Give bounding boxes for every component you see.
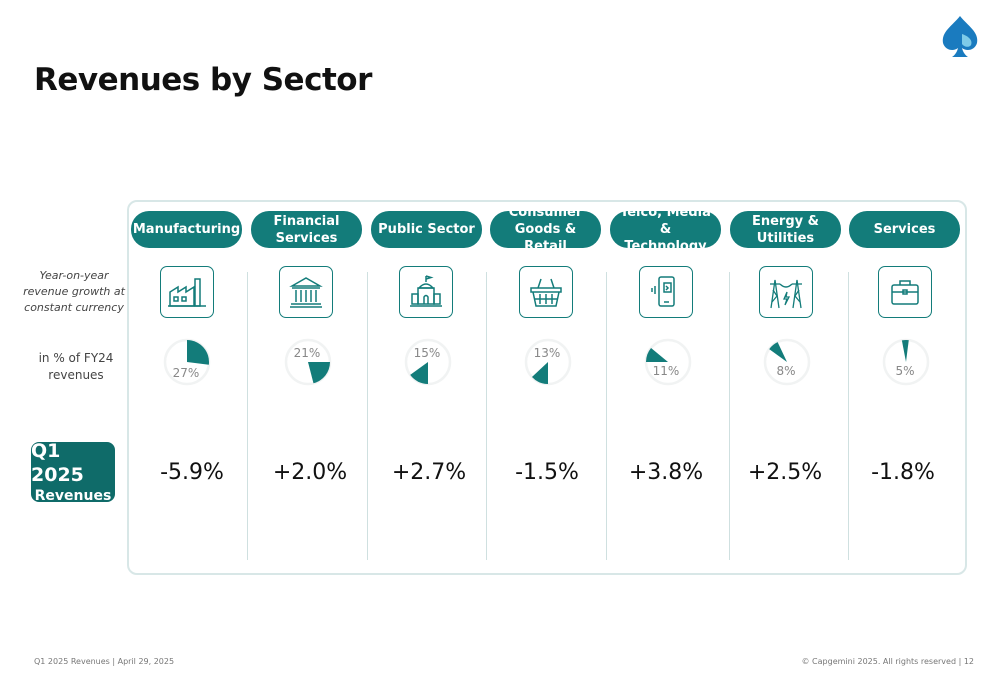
- column-divider: [729, 272, 730, 560]
- share-label-public-sector: 15%: [413, 346, 441, 360]
- share-label-telco-media-technology: 11%: [652, 364, 680, 378]
- page-title: Revenues by Sector: [34, 62, 372, 98]
- footer-right: © Capgemini 2025. All rights reserved | …: [801, 657, 974, 666]
- share-label-energy-utilities: 8%: [776, 364, 796, 378]
- q1-revenues-badge: Q1 2025 Revenues: [31, 440, 115, 504]
- sector-pill-financial-services: Financial Services: [251, 211, 362, 248]
- pie-wedge: [646, 347, 668, 362]
- share-label-consumer-goods-retail: 13%: [533, 346, 561, 360]
- power-pylon-icon: [759, 266, 813, 318]
- column-divider: [247, 272, 248, 560]
- share-pie-energy-utilities: [763, 338, 811, 386]
- growth-energy-utilities: +2.5%: [747, 460, 823, 485]
- share-label-manufacturing: 27%: [172, 366, 200, 380]
- share-label-services: 5%: [895, 364, 915, 378]
- sector-pill-manufacturing: Manufacturing: [131, 211, 242, 248]
- column-divider: [367, 272, 368, 560]
- sector-pill-telco-media-technology: Telco, Media & Technology: [610, 205, 721, 254]
- pie-wedge: [410, 362, 428, 384]
- pie-wedge: [187, 340, 209, 365]
- growth-services: -1.8%: [871, 460, 935, 485]
- share-pie-public-sector: [404, 338, 452, 386]
- sector-panel: [127, 200, 967, 575]
- growth-financial-services: +2.0%: [272, 460, 348, 485]
- pie-wedge: [531, 362, 548, 384]
- pie-wedge: [901, 340, 909, 362]
- bank-icon: [279, 266, 333, 318]
- share-pie-consumer-goods-retail: [524, 338, 572, 386]
- share-pie-services: [882, 338, 930, 386]
- badge-line2: Revenues: [34, 488, 112, 504]
- growth-row-label: Year-on-year revenue growth at constant …: [23, 269, 125, 314]
- shopping-basket-icon: [519, 266, 573, 318]
- sector-pill-energy-utilities: Energy & Utilities: [730, 211, 841, 248]
- footer-left: Q1 2025 Revenues | April 29, 2025: [34, 657, 175, 666]
- pie-wedge: [769, 342, 787, 362]
- growth-public-sector: +2.7%: [391, 460, 467, 485]
- share-row-label: in % of FY24 revenues: [38, 351, 114, 382]
- share-pie-financial-services: [284, 338, 332, 386]
- share-pie-manufacturing: [163, 338, 211, 386]
- column-divider: [848, 272, 849, 560]
- sector-pill-consumer-goods-retail: Consumer Goods & Retail: [490, 205, 601, 254]
- sector-pill-public-sector: Public Sector: [371, 211, 482, 248]
- government-building-icon: [399, 266, 453, 318]
- sector-pill-services: Services: [849, 211, 960, 248]
- smartphone-icon: [639, 266, 693, 318]
- badge-line1: Q1 2025: [31, 440, 84, 486]
- share-label-financial-services: 21%: [293, 346, 321, 360]
- share-pie-telco-media-technology: [644, 338, 692, 386]
- pie-wedge: [308, 362, 330, 384]
- growth-telco-media-technology: +3.8%: [628, 460, 704, 485]
- column-divider: [486, 272, 487, 560]
- column-divider: [606, 272, 607, 560]
- growth-manufacturing: -5.9%: [160, 460, 224, 485]
- factory-icon: [160, 266, 214, 318]
- briefcase-icon: [878, 266, 932, 318]
- growth-consumer-goods-retail: -1.5%: [515, 460, 579, 485]
- capgemini-spade-logo: [942, 16, 978, 57]
